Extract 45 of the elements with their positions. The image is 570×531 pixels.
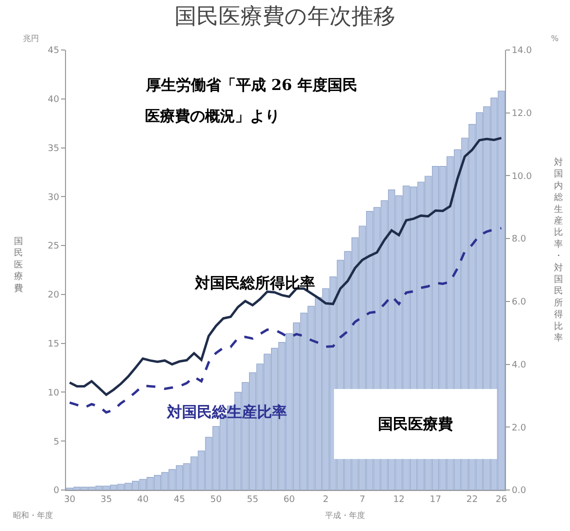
y-axis-title: 国民医療費 (14, 237, 23, 294)
label-box: 国民医療費 (334, 389, 497, 459)
y-tick-label: 10 (48, 388, 60, 398)
x-tick-label: 2 (322, 494, 329, 505)
series-label: 国民医療費 (378, 414, 453, 434)
y2-tick-label: 6.0 (512, 298, 526, 308)
y-tick-label: 30 (48, 192, 60, 203)
x-tick-label: 35 (100, 494, 112, 505)
x-tick-label: 40 (137, 494, 149, 505)
y-tick-label: 20 (48, 290, 60, 301)
text: 昭和・年度 (13, 511, 53, 520)
y2-tick-label: 4.0 (512, 360, 526, 370)
y2-tick-label: 12.0 (512, 109, 532, 120)
y-tick-label: 25 (48, 242, 60, 252)
text: 平成・年度 (325, 511, 365, 520)
y2-tick-label: 8.0 (512, 234, 526, 245)
x-tick-label: 30 (64, 494, 76, 505)
line-series (68, 136, 503, 396)
y-tick-label: 45 (48, 46, 60, 56)
annotation: 厚生労働省「平成 26 年度国民 (145, 76, 358, 94)
series-label: 対国民総生産比率 (166, 403, 287, 421)
y-tick-label: 5 (53, 437, 60, 448)
text: 兆円 (23, 34, 39, 43)
y2-tick-label: 14.0 (512, 46, 532, 56)
annotation: 医療費の概況」より (145, 107, 280, 125)
y2-tick-label: 2.0 (512, 423, 526, 434)
x-tick-label: 22 (466, 494, 478, 505)
y-tick-label: 35 (48, 144, 60, 154)
x-tick-label: 12 (393, 494, 405, 505)
y-tick-label: 40 (48, 95, 60, 106)
y2-tick-label: 10.0 (512, 172, 532, 182)
x-tick-label: 50 (210, 494, 222, 505)
series-label: 対国民総所得比率 (194, 274, 315, 292)
y-tick-label: 0 (53, 486, 60, 496)
x-tick-label: 7 (359, 494, 366, 505)
y2-tick-label: 0.0 (512, 486, 526, 496)
x-tick-label: 45 (174, 494, 186, 505)
text: 対国内総生産比率・対国民所得比率 (554, 158, 563, 344)
chart-title: 国民医療費の年次推移 (174, 4, 396, 30)
text: % (551, 34, 559, 43)
x-tick-label: 55 (246, 494, 258, 505)
y-tick-label: 15 (48, 339, 60, 350)
x-tick-label: 60 (283, 494, 296, 505)
x-tick-label: 17 (430, 494, 442, 505)
x-tick-label: 26 (496, 494, 508, 505)
